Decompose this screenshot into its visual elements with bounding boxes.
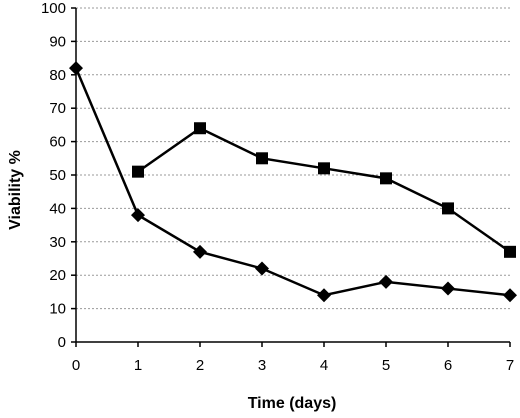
data-point-square	[194, 122, 206, 135]
grid-layer	[76, 7, 510, 310]
y-tick-label: 90	[49, 33, 66, 50]
data-point-square	[132, 165, 144, 178]
data-point-diamond	[193, 244, 207, 259]
data-point-square	[380, 172, 392, 185]
y-tick-label: 30	[49, 234, 66, 251]
x-tick-label: 4	[320, 357, 328, 374]
y-tick-label: 20	[49, 267, 66, 284]
data-point-square	[442, 202, 454, 215]
data-point-diamond	[317, 288, 331, 303]
series-line-2	[137, 126, 511, 253]
x-tick-label: 3	[258, 357, 266, 374]
series-line-1	[74, 67, 511, 297]
axis-layer: 0 10 20 30 40 50 60 70 80 90 100 0 1 2 3 4 5 6 7	[41, 0, 514, 374]
series-layer	[69, 61, 517, 303]
x-tick-label: 1	[134, 357, 142, 374]
y-tick-label: 40	[49, 200, 66, 217]
y-tick-label: 10	[49, 301, 66, 318]
data-point-square	[504, 245, 516, 258]
x-tick-label: 2	[196, 357, 204, 374]
x-tick-label: 6	[444, 357, 452, 374]
data-point-diamond	[503, 288, 517, 303]
x-axis-title: Time (days)	[248, 395, 337, 412]
y-axis-title: Viability %	[7, 150, 24, 230]
x-tick-label: 5	[382, 357, 390, 374]
y-tick-label: 80	[49, 67, 66, 84]
data-point-diamond	[131, 208, 145, 223]
y-tick-label: 50	[49, 167, 66, 184]
data-point-square	[318, 162, 330, 175]
y-tick-label: 60	[49, 134, 66, 151]
x-tick-label: 0	[72, 357, 80, 374]
data-point-diamond	[69, 61, 83, 76]
y-tick-label: 0	[58, 334, 66, 351]
y-tick-label: 70	[49, 100, 66, 117]
data-point-square	[256, 152, 268, 165]
x-tick-label: 7	[506, 357, 514, 374]
y-tick-label: 100	[41, 0, 66, 17]
data-point-diamond	[441, 281, 455, 296]
data-point-diamond	[255, 261, 269, 276]
data-point-diamond	[379, 274, 393, 289]
